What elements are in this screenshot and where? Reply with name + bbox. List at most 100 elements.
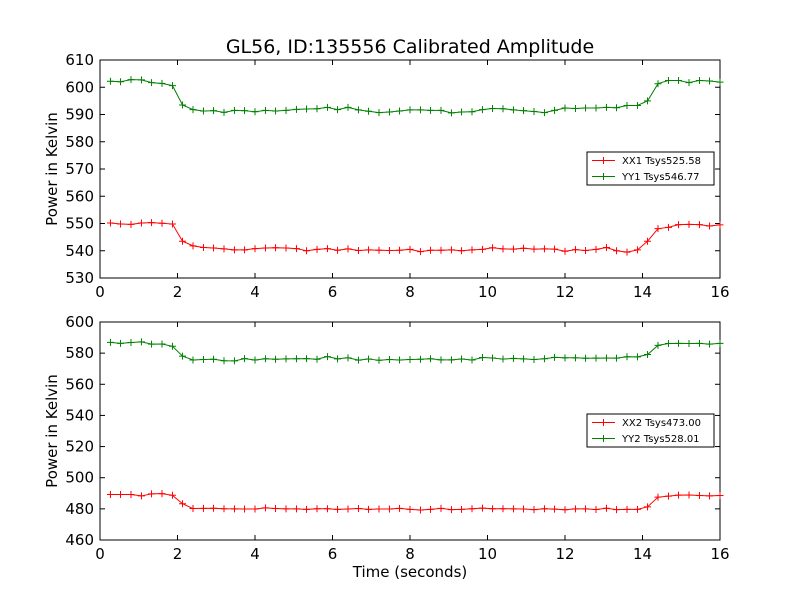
x-tick-label: 12 [555, 545, 574, 563]
y-tick-label: 610 [65, 51, 94, 69]
data-point [478, 106, 486, 114]
data-point [509, 354, 517, 362]
data-point [179, 237, 187, 245]
data-point [158, 219, 166, 227]
data-point [427, 246, 435, 254]
data-point [489, 105, 497, 113]
data-point [633, 353, 641, 361]
data-point [406, 505, 414, 513]
data-point [489, 354, 497, 362]
data-point [148, 490, 156, 498]
data-point [272, 505, 280, 513]
data-point [220, 108, 228, 116]
y-tick-label: 600 [65, 78, 94, 96]
data-point [458, 505, 466, 513]
data-point [354, 106, 362, 114]
data-point [396, 246, 404, 254]
data-point [313, 355, 321, 363]
data-point [416, 355, 424, 363]
data-point [695, 221, 703, 229]
legend-label: XX2 Tsys473.00 [622, 418, 701, 429]
data-point [158, 79, 166, 87]
data-point [179, 500, 187, 508]
data-point [644, 97, 652, 105]
data-point [489, 505, 497, 513]
data-point [509, 106, 517, 114]
data-point [106, 338, 114, 346]
data-point [251, 356, 259, 364]
data-point [148, 219, 156, 227]
data-point [675, 221, 683, 229]
data-point [478, 245, 486, 253]
data-point [375, 505, 383, 513]
y-tick-label: 600 [65, 313, 94, 331]
data-point [695, 339, 703, 347]
data-point [427, 106, 435, 114]
data-point [251, 245, 259, 253]
data-point [241, 107, 249, 115]
data-point [561, 506, 569, 514]
y-tick-label: 540 [65, 406, 94, 424]
data-point [685, 79, 693, 87]
data-point [664, 339, 672, 347]
data-point [189, 505, 197, 513]
data-point [106, 491, 114, 499]
data-point [365, 505, 373, 513]
data-point [189, 356, 197, 364]
data-point [530, 356, 538, 364]
data-point [313, 505, 321, 513]
data-point [675, 339, 683, 347]
data-point [127, 220, 135, 228]
data-point [210, 244, 218, 252]
y-tick-label: 580 [65, 344, 94, 362]
data-point [551, 245, 559, 253]
data-point [406, 106, 414, 114]
y-tick-label: 520 [65, 438, 94, 456]
data-point [117, 339, 125, 347]
data-point [210, 107, 218, 115]
data-point [602, 103, 610, 111]
data-point [241, 355, 249, 363]
data-point [354, 356, 362, 364]
data-point [623, 353, 631, 361]
y-tick-label: 560 [65, 187, 94, 205]
data-point [416, 506, 424, 514]
data-point [344, 505, 352, 513]
data-point [261, 244, 269, 252]
bottom-panel: 0 2 4 6 8 10 12 14 16 460 480 500 520 540 560 580 600 Pow… [43, 313, 730, 581]
data-point [716, 491, 724, 499]
data-point [633, 505, 641, 513]
x-tick-label: 4 [250, 545, 260, 563]
data-point [499, 105, 507, 113]
data-point [127, 491, 135, 499]
data-point [344, 245, 352, 253]
data-point [385, 108, 393, 116]
data-point [365, 355, 373, 363]
data-point [261, 355, 269, 363]
data-point [489, 244, 497, 252]
data-point [571, 105, 579, 113]
data-point [427, 355, 435, 363]
y-tick-label: 580 [65, 133, 94, 151]
top-panel: 0 2 4 6 8 10 12 14 16 530 540 550 560 570 580 590 600 610… [43, 51, 730, 301]
data-point [230, 357, 238, 365]
y-tick-label: 550 [65, 215, 94, 233]
data-point [685, 339, 693, 347]
data-point [117, 78, 125, 86]
data-point [272, 244, 280, 252]
legend-marker [600, 157, 607, 164]
data-point [137, 219, 145, 227]
legend-marker [600, 419, 607, 426]
legend [586, 151, 715, 186]
data-point [447, 109, 455, 117]
data-point [540, 355, 548, 363]
x-tick-label: 12 [555, 283, 574, 301]
data-point [272, 107, 280, 115]
data-point [323, 353, 331, 361]
data-point [499, 355, 507, 363]
data-point [458, 108, 466, 116]
data-point [261, 504, 269, 512]
data-point [468, 246, 476, 254]
data-point [644, 351, 652, 359]
data-point [106, 219, 114, 227]
